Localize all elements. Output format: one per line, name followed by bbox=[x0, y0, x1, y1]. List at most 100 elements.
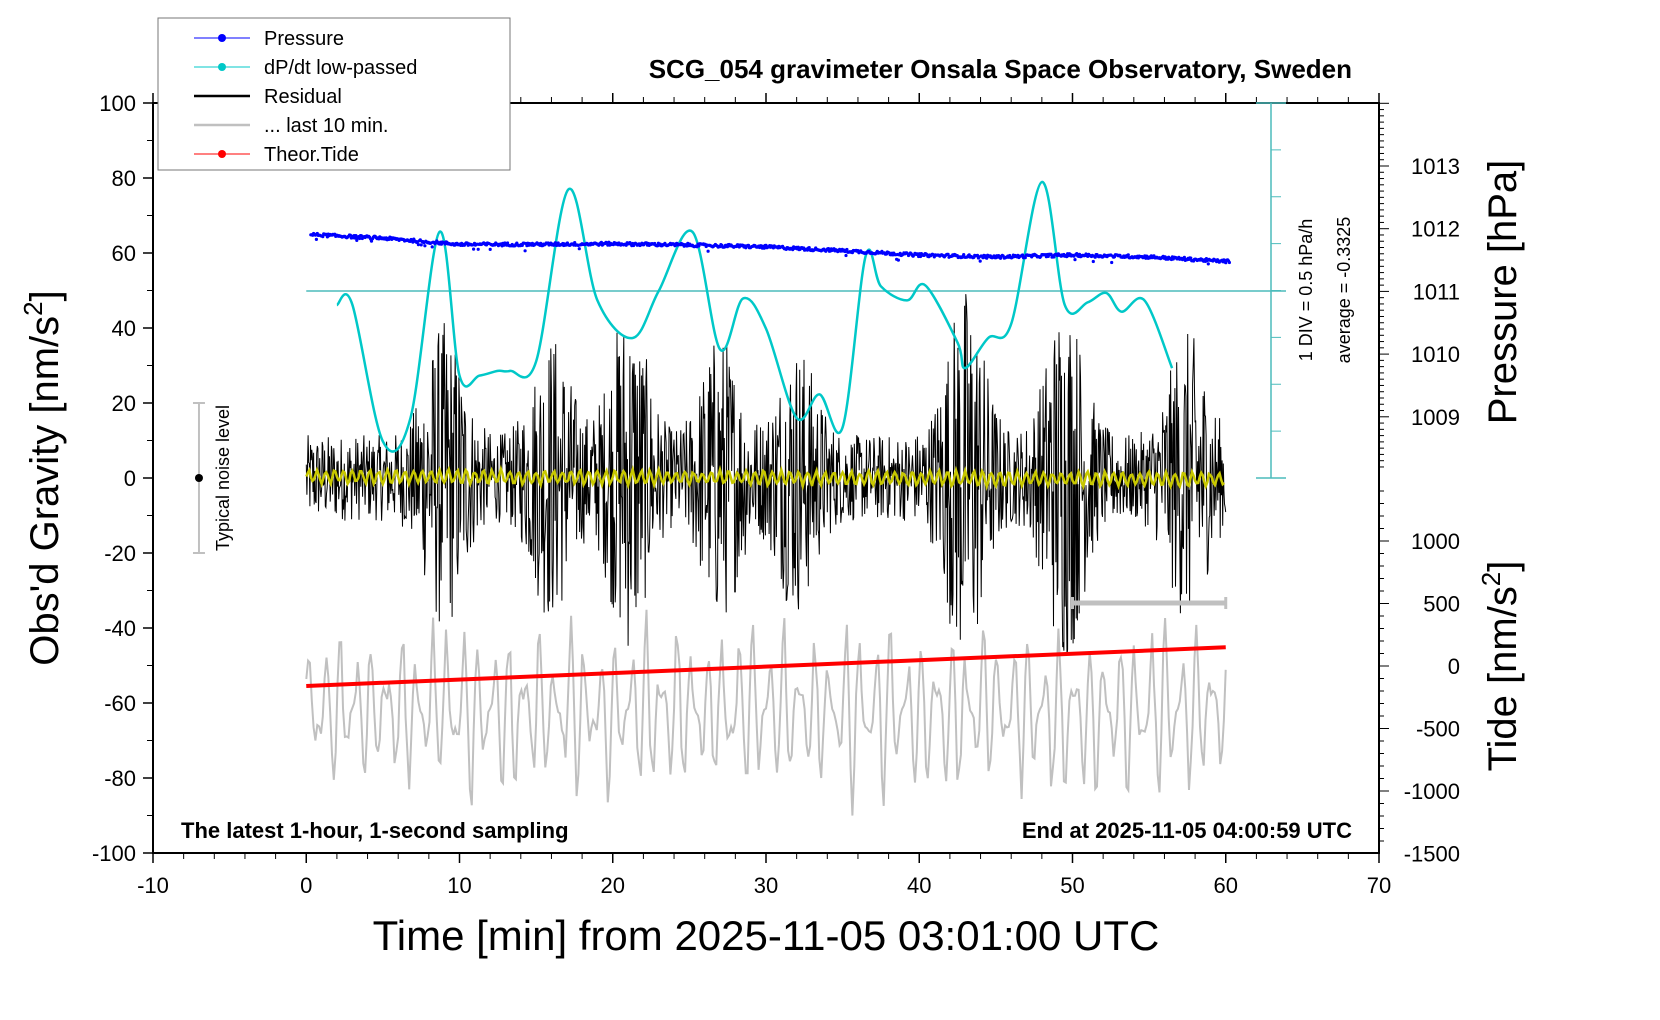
pressure-point bbox=[1182, 255, 1186, 259]
y-tick-label: 80 bbox=[112, 166, 136, 191]
legend-label: Theor.Tide bbox=[264, 144, 359, 166]
pressure-point bbox=[1073, 258, 1077, 262]
y-tick-label: 100 bbox=[99, 91, 136, 116]
y-tick-label: -80 bbox=[104, 766, 136, 791]
pressure-point bbox=[314, 237, 318, 241]
axis-ticks: -10 0 10 20 30 40 50 60 70100806040200-20-40-60-… bbox=[92, 91, 1460, 898]
dpdt-average-label: average = -0.3325 bbox=[1334, 217, 1354, 364]
pressure-series bbox=[309, 231, 1231, 266]
y-tick-label: 0 bbox=[124, 466, 136, 491]
y-tick-label: 60 bbox=[112, 241, 136, 266]
tide-series bbox=[306, 645, 1226, 688]
legend-label: Residual bbox=[264, 86, 342, 108]
pressure-point bbox=[1189, 256, 1193, 260]
pressure-point bbox=[1110, 260, 1114, 265]
pressure-point bbox=[476, 247, 480, 251]
y-tick-label: -20 bbox=[104, 541, 136, 566]
pressure-tick-label: 1010 bbox=[1411, 342, 1460, 367]
dpdt-axis bbox=[306, 102, 1286, 479]
pressure-point bbox=[844, 253, 848, 258]
pressure-point bbox=[946, 252, 950, 256]
x-tick-label: -10 bbox=[137, 873, 169, 898]
legend-swatch-dot bbox=[218, 63, 226, 71]
noise-center-dot bbox=[194, 474, 203, 482]
pressure-point bbox=[573, 241, 577, 245]
sampling-note: The latest 1-hour, 1-second sampling bbox=[181, 818, 569, 843]
pressure-point bbox=[978, 259, 982, 263]
pressure-point bbox=[1227, 260, 1231, 265]
y-tick-label: -40 bbox=[104, 616, 136, 641]
pressure-point bbox=[762, 246, 766, 250]
legend-swatch-dot bbox=[218, 150, 226, 158]
pressure-point bbox=[354, 234, 358, 238]
pressure-point bbox=[845, 247, 849, 252]
x-tick-label: 0 bbox=[300, 873, 312, 898]
pressure-point bbox=[962, 253, 966, 257]
x-tick-label: 50 bbox=[1060, 873, 1084, 898]
tide-tick-label: -500 bbox=[1416, 717, 1460, 742]
legend-item: Residual bbox=[194, 86, 342, 108]
last10-series bbox=[305, 597, 1228, 816]
pressure-tick-label: 1009 bbox=[1411, 405, 1460, 430]
pressure-point bbox=[1206, 262, 1210, 266]
pressure-point bbox=[358, 236, 362, 241]
pressure-point bbox=[1020, 253, 1025, 257]
pressure-point bbox=[553, 241, 558, 245]
pressure-point bbox=[355, 238, 359, 242]
pressure-point bbox=[796, 245, 800, 249]
last10-line bbox=[305, 609, 1227, 816]
legend-item: dP/dt low-passed bbox=[194, 57, 417, 79]
chart-title: SCG_054 gravimeter Onsala Space Observat… bbox=[649, 54, 1352, 84]
tide-tick-label: 1000 bbox=[1411, 529, 1460, 554]
pressure-tick-label: 1012 bbox=[1411, 217, 1460, 242]
residual-lowpass-line bbox=[305, 464, 1226, 491]
pressure-point bbox=[423, 244, 427, 248]
pressure-point bbox=[353, 236, 357, 240]
tide-tick-label: -1000 bbox=[1404, 779, 1460, 804]
y-tick-label: 40 bbox=[112, 316, 136, 341]
y-tick-label: -60 bbox=[104, 691, 136, 716]
pressure-point bbox=[488, 247, 492, 251]
x-tick-label: 30 bbox=[754, 873, 778, 898]
legend: Pressure dP/dt low-passed Residual ... last… bbox=[157, 17, 511, 171]
tide-tick-label: 500 bbox=[1423, 592, 1460, 617]
noise-level-label: Typical noise level bbox=[213, 405, 233, 551]
legend-label: ... last 10 min. bbox=[264, 115, 389, 137]
pressure-point bbox=[472, 247, 476, 251]
pressure-point bbox=[807, 246, 811, 250]
pressure-tick-label: 1013 bbox=[1411, 154, 1460, 179]
tide-line bbox=[306, 645, 1226, 688]
y-tick-label: 20 bbox=[112, 391, 136, 416]
pressure-point bbox=[985, 256, 989, 260]
pressure-point bbox=[430, 245, 434, 249]
pressure-point bbox=[419, 243, 423, 247]
pressure-point bbox=[1093, 255, 1097, 259]
x-tick-label: 20 bbox=[601, 873, 625, 898]
tide-tick-label: 0 bbox=[1448, 654, 1460, 679]
pressure-point bbox=[1126, 253, 1130, 257]
legend-label: dP/dt low-passed bbox=[264, 57, 417, 79]
residual-lowpass-series bbox=[305, 464, 1226, 491]
pressure-point bbox=[826, 247, 831, 251]
pressure-point bbox=[523, 249, 527, 253]
pressure-point bbox=[416, 243, 420, 247]
pressure-point bbox=[1023, 256, 1027, 260]
legend-item: ... last 10 min. bbox=[194, 115, 389, 137]
pressure-point bbox=[896, 258, 901, 262]
pressure-point bbox=[1091, 259, 1095, 264]
y-tick-label: -100 bbox=[92, 841, 136, 866]
legend-swatch-dot bbox=[218, 34, 226, 42]
end-time-note: End at 2025-11-05 04:00:59 UTC bbox=[1022, 818, 1352, 843]
x-tick-label: 10 bbox=[447, 873, 471, 898]
pressure-axis-title: Pressure [hPa] bbox=[1481, 160, 1525, 425]
tide-axis-title: Tide [nm/s2] bbox=[1476, 561, 1525, 772]
dpdt-series bbox=[335, 180, 1174, 453]
x-tick-label: 40 bbox=[907, 873, 931, 898]
dpdt-scale-label: 1 DIV = 0.5 hPa/h bbox=[1296, 219, 1316, 362]
legend-label: Pressure bbox=[264, 28, 344, 50]
legend-box bbox=[157, 17, 511, 171]
noise-level-indicator: Typical noise level bbox=[192, 402, 233, 554]
x-tick-label: 70 bbox=[1367, 873, 1391, 898]
x-axis-title: Time [min] from 2025-11-05 03:01:00 UTC bbox=[373, 912, 1160, 959]
